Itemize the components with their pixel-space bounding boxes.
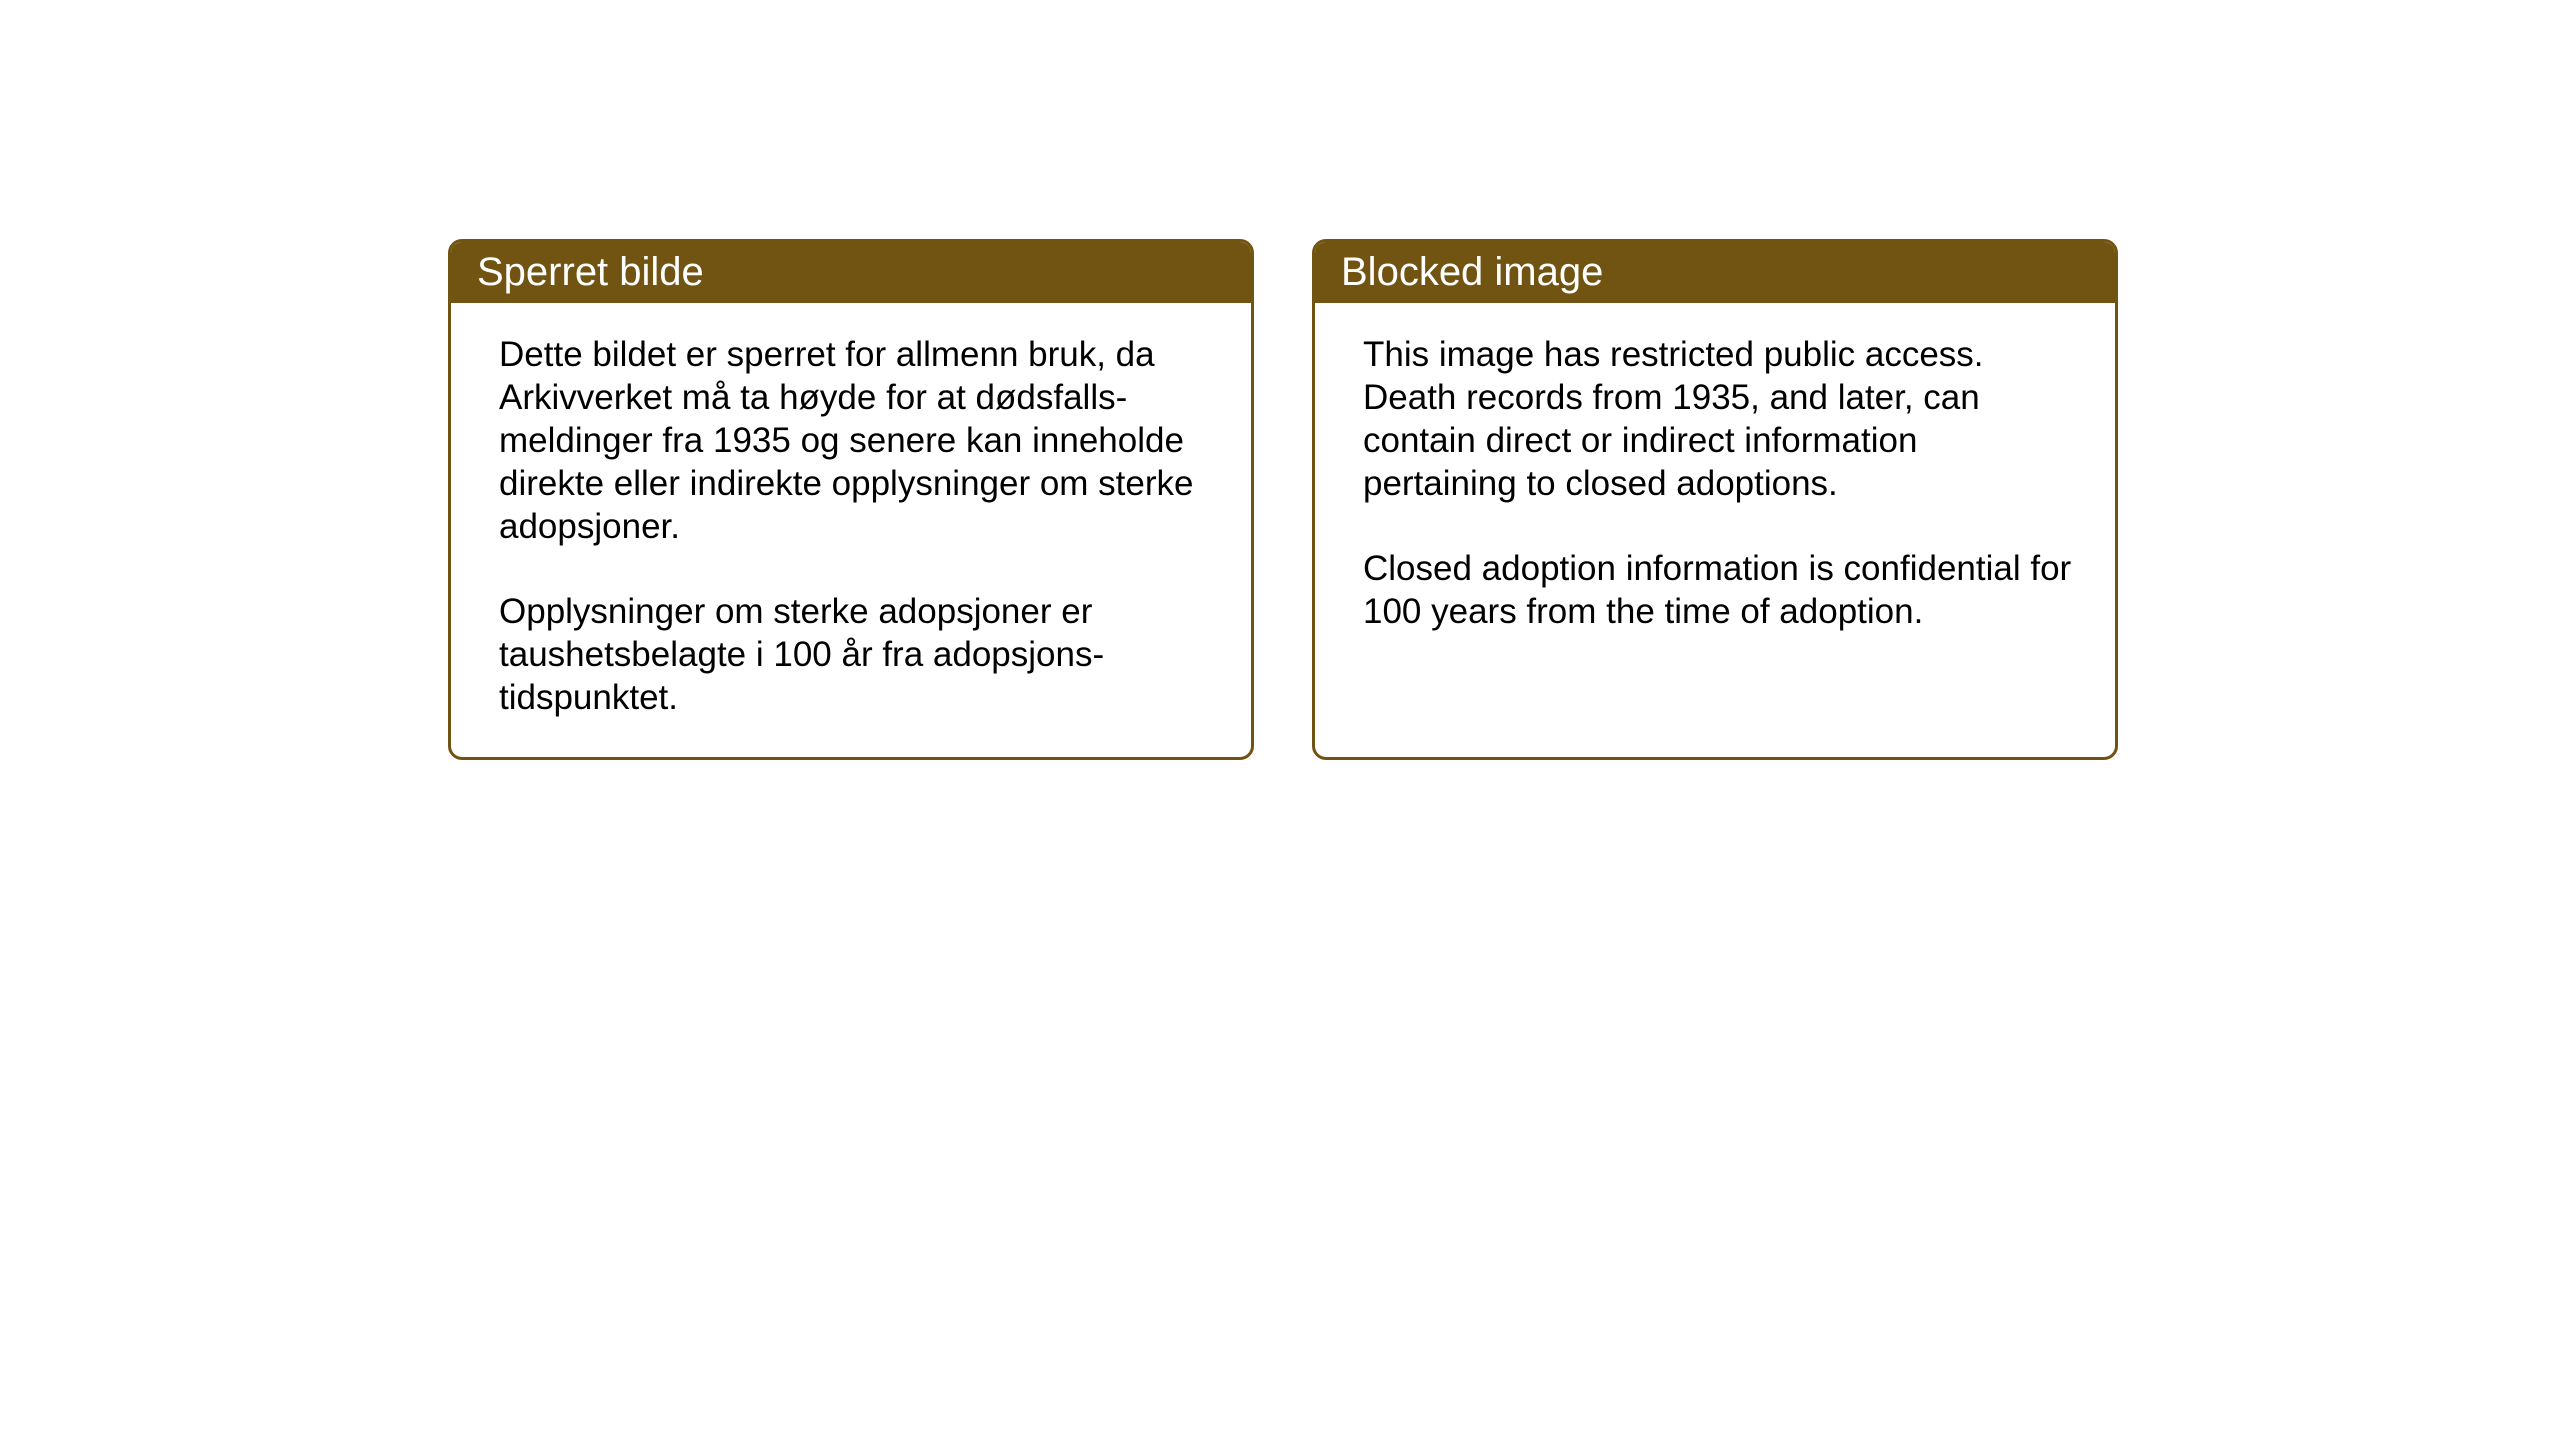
notice-paragraph-2-norwegian: Opplysninger om sterke adopsjoner er tau… [499, 590, 1209, 719]
notice-title-english: Blocked image [1341, 250, 1603, 294]
notice-title-norwegian: Sperret bilde [477, 250, 704, 294]
notice-container: Sperret bilde Dette bildet er sperret fo… [448, 239, 2118, 760]
notice-header-english: Blocked image [1315, 242, 2115, 303]
notice-paragraph-2-english: Closed adoption information is confident… [1363, 547, 2073, 633]
notice-box-english: Blocked image This image has restricted … [1312, 239, 2118, 760]
notice-box-norwegian: Sperret bilde Dette bildet er sperret fo… [448, 239, 1254, 760]
notice-paragraph-1-english: This image has restricted public access.… [1363, 333, 2073, 505]
notice-body-english: This image has restricted public access.… [1315, 303, 2115, 671]
notice-paragraph-1-norwegian: Dette bildet er sperret for allmenn bruk… [499, 333, 1209, 548]
notice-header-norwegian: Sperret bilde [451, 242, 1251, 303]
notice-body-norwegian: Dette bildet er sperret for allmenn bruk… [451, 303, 1251, 757]
